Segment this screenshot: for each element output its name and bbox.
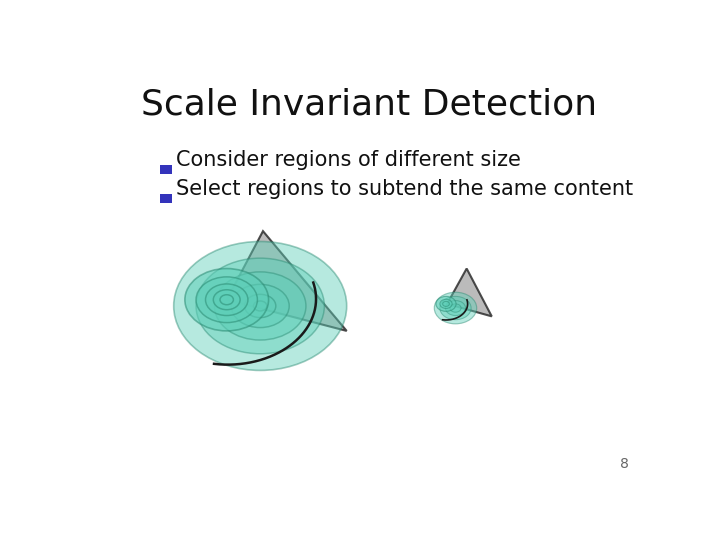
Circle shape bbox=[440, 299, 452, 308]
FancyBboxPatch shape bbox=[160, 194, 172, 203]
Circle shape bbox=[440, 296, 471, 320]
Text: Scale Invariant Detection: Scale Invariant Detection bbox=[141, 87, 597, 122]
Polygon shape bbox=[227, 231, 347, 331]
Circle shape bbox=[205, 284, 248, 315]
Circle shape bbox=[215, 272, 306, 340]
Circle shape bbox=[436, 296, 456, 312]
Circle shape bbox=[443, 301, 449, 306]
Text: Consider regions of different size: Consider regions of different size bbox=[176, 150, 521, 170]
Circle shape bbox=[446, 301, 466, 315]
Circle shape bbox=[434, 292, 477, 324]
Polygon shape bbox=[447, 268, 492, 316]
FancyBboxPatch shape bbox=[160, 165, 172, 174]
Text: Select regions to subtend the same content: Select regions to subtend the same conte… bbox=[176, 179, 634, 199]
Circle shape bbox=[185, 268, 269, 331]
Circle shape bbox=[253, 301, 267, 311]
Circle shape bbox=[450, 304, 461, 312]
Circle shape bbox=[196, 277, 258, 322]
Circle shape bbox=[220, 295, 233, 305]
Circle shape bbox=[245, 294, 276, 318]
Circle shape bbox=[196, 258, 324, 354]
Text: 8: 8 bbox=[620, 457, 629, 471]
Circle shape bbox=[213, 290, 240, 310]
Circle shape bbox=[174, 241, 347, 370]
Circle shape bbox=[231, 285, 289, 328]
